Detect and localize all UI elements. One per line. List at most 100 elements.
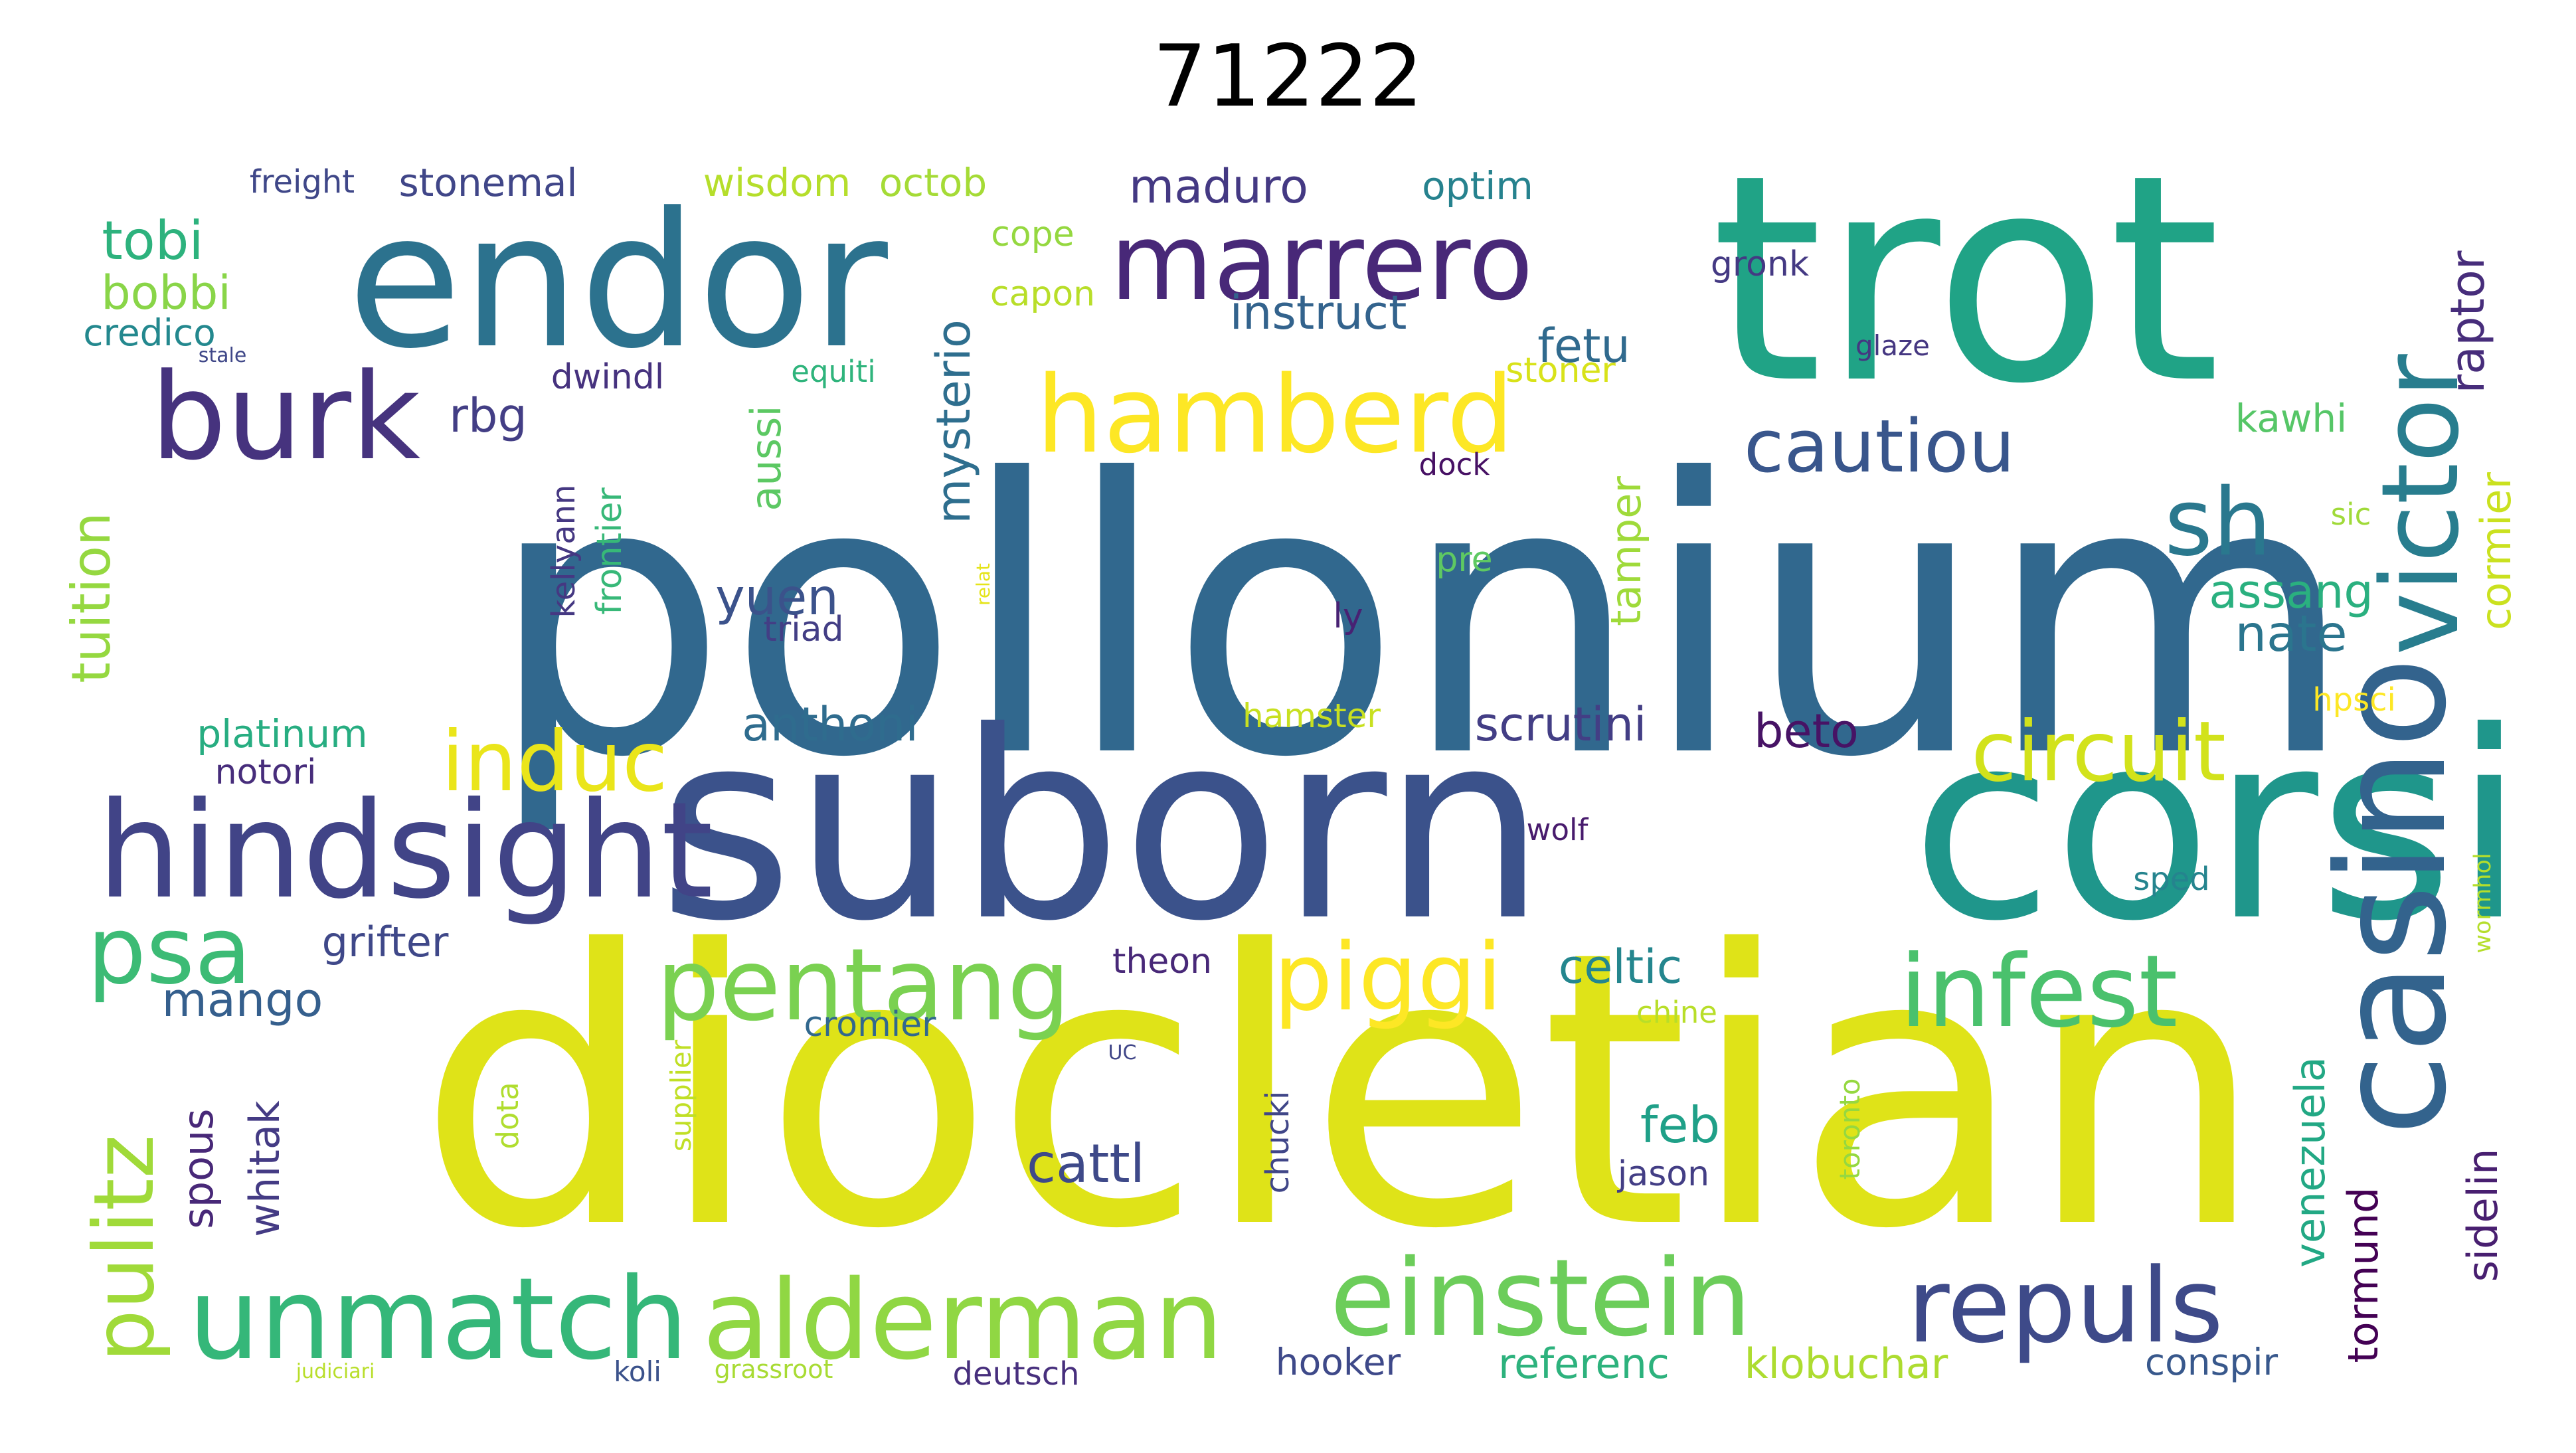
cloud-word-wormhol: wormhol	[2470, 853, 2496, 953]
cloud-word-tamper: tamper	[1602, 476, 1650, 626]
cloud-word-cormier: cormier	[2472, 472, 2520, 630]
cloud-word-credico: credico	[83, 311, 216, 354]
cloud-word-glaze: glaze	[1855, 329, 1930, 362]
cloud-word-wisdom: wisdom	[703, 160, 851, 205]
page-title: 71222	[1152, 27, 1424, 126]
cloud-word-hpsci: hpsci	[2312, 681, 2396, 719]
cloud-word-sh: sh	[2164, 469, 2272, 577]
cloud-word-corsi: corsi	[1911, 676, 2526, 978]
cloud-word-koli: koli	[614, 1355, 661, 1388]
cloud-word-supplier: supplier	[665, 1039, 697, 1152]
cloud-word-cromier: cromier	[804, 1005, 936, 1045]
cloud-word-marrero: marrero	[1110, 200, 1533, 324]
cloud-word-cattl: cattl	[1027, 1133, 1145, 1195]
cloud-word-grassroot: grassroot	[715, 1355, 833, 1384]
cloud-word-maduro: maduro	[1129, 159, 1308, 214]
cloud-word-grifter: grifter	[322, 918, 449, 966]
cloud-word-gronk: gronk	[1711, 244, 1809, 284]
cloud-word-kawhi: kawhi	[2235, 396, 2347, 441]
cloud-word-casino: casino	[2306, 657, 2480, 1136]
cloud-word-tobi: tobi	[102, 210, 203, 272]
cloud-word-piggi: piggi	[1274, 924, 1502, 1032]
cloud-word-equiti: equiti	[791, 354, 875, 389]
cloud-word-hamster: hamster	[1243, 697, 1381, 735]
cloud-word-mysterio: mysterio	[926, 319, 981, 524]
cloud-word-chucki: chucki	[1259, 1091, 1296, 1194]
cloud-word-cautiou: cautiou	[1744, 404, 2015, 489]
cloud-word-aussi: aussi	[742, 405, 790, 511]
cloud-word-dock: dock	[1419, 447, 1490, 482]
cloud-word-scrutini: scrutini	[1475, 697, 1647, 752]
cloud-word-triad: triad	[763, 610, 843, 649]
cloud-word-raptor: raptor	[2441, 250, 2495, 393]
cloud-word-einstein: einstein	[1330, 1236, 1752, 1360]
cloud-word-sidelin: sidelin	[2458, 1149, 2507, 1282]
cloud-word-suborn: suborn	[658, 676, 1546, 978]
cloud-word-induc: induc	[441, 714, 667, 810]
cloud-word-whitak: whitak	[240, 1100, 289, 1237]
cloud-word-optim: optim	[1422, 163, 1533, 209]
cloud-word-anthoni: anthoni	[742, 697, 918, 752]
cloud-word-capon: capon	[990, 274, 1095, 314]
cloud-word-pre: pre	[1436, 540, 1492, 580]
cloud-word-theon: theon	[1112, 942, 1212, 982]
cloud-word-hooker: hooker	[1276, 1341, 1401, 1383]
cloud-word-hindsight: hindsight	[97, 774, 713, 928]
cloud-word-victor: victor	[2358, 354, 2482, 655]
cloud-word-tormund: tormund	[2339, 1187, 2387, 1363]
cloud-word-infest: infest	[1900, 934, 2178, 1050]
cloud-word-octob: octob	[879, 160, 987, 205]
cloud-word-fetu: fetu	[1537, 319, 1630, 373]
cloud-word-tuition: tuition	[60, 512, 122, 683]
cloud-word-instruct: instruct	[1230, 286, 1407, 340]
cloud-word-repuls: repuls	[1907, 1246, 2223, 1366]
cloud-word-dwindl: dwindl	[551, 357, 664, 397]
cloud-word-unmatch: unmatch	[188, 1254, 688, 1385]
cloud-word-chine: chine	[1636, 995, 1717, 1030]
cloud-word-psa: psa	[87, 897, 252, 1005]
cloud-word-trot: trot	[1711, 114, 2221, 446]
cloud-word-frontier: frontier	[590, 487, 630, 615]
cloud-word-feb: feb	[1640, 1096, 1720, 1154]
cloud-word-freight: freight	[250, 163, 355, 201]
cloud-word-beto: beto	[1754, 704, 1859, 758]
cloud-word-hamberd: hamberd	[1036, 353, 1514, 477]
cloud-word-conspir: conspir	[2145, 1341, 2278, 1383]
cloud-word-stale: stale	[199, 344, 247, 367]
cloud-word-celtic: celtic	[1559, 940, 1682, 994]
cloud-word-cope: cope	[991, 214, 1074, 254]
cloud-word-judiciari: judiciari	[296, 1360, 375, 1383]
cloud-word-diocletian: diocletian	[417, 871, 2266, 1312]
cloud-word-mango: mango	[162, 973, 323, 1027]
cloud-word-pentang: pentang	[656, 928, 1071, 1043]
cloud-word-toronto: toronto	[1834, 1078, 1866, 1180]
cloud-word-venezuela: venezuela	[2286, 1057, 2334, 1267]
cloud-word-yuen: yuen	[715, 568, 839, 626]
cloud-word-notori: notori	[215, 752, 317, 792]
cloud-word-ly: ly	[1333, 596, 1363, 636]
cloud-word-klobuchar: klobuchar	[1745, 1339, 1948, 1388]
cloud-word-kellyann: kellyann	[545, 485, 582, 618]
cloud-word-spous: spous	[174, 1108, 222, 1229]
cloud-word-alderman: alderman	[703, 1256, 1224, 1384]
cloud-word-stonemal: stonemal	[398, 160, 577, 205]
cloud-word-dota: dota	[490, 1082, 525, 1149]
cloud-word-burk: burk	[151, 348, 421, 487]
cloud-word-bobbi: bobbi	[101, 266, 231, 320]
cloud-word-referenc: referenc	[1498, 1339, 1670, 1388]
cloud-word-jason: jason	[1617, 1154, 1709, 1194]
cloud-word-circuit: circuit	[1971, 704, 2226, 800]
cloud-word-deutsch: deutsch	[952, 1355, 1079, 1393]
cloud-word-wolf: wolf	[1527, 812, 1589, 847]
cloud-word-platinum: platinum	[197, 711, 367, 756]
cloud-word-stoner: stoner	[1505, 351, 1616, 390]
cloud-word-nate: nate	[2235, 604, 2347, 663]
cloud-word-relat: relat	[972, 563, 994, 606]
cloud-word-sped: sped	[2133, 861, 2209, 898]
cloud-word-endor: endor	[347, 173, 890, 390]
cloud-word-pollonium: pollonium	[487, 400, 2355, 840]
cloud-word-pulitz: pulitz	[76, 1135, 173, 1363]
cloud-word-rbg: rbg	[449, 388, 527, 443]
cloud-word-sic: sic	[2331, 497, 2371, 532]
